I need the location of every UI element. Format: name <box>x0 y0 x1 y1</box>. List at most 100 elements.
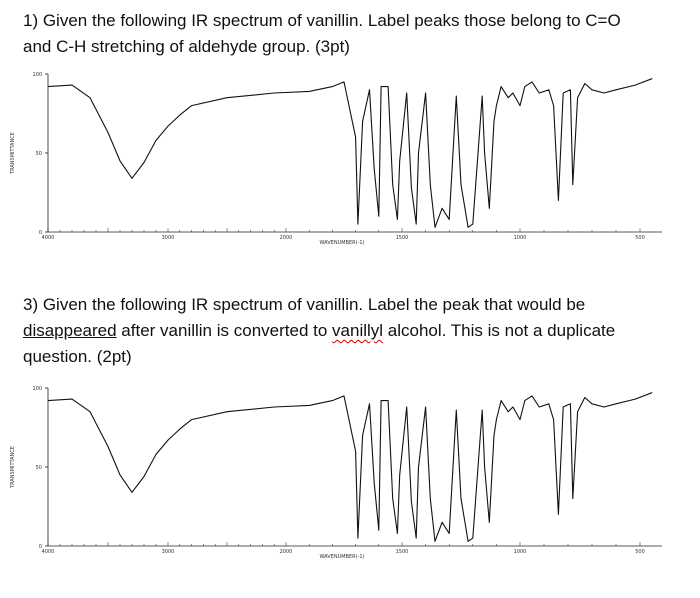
data-point <box>493 121 495 122</box>
data-point <box>119 474 121 476</box>
y-tick-label: 100 <box>32 72 42 78</box>
data-point <box>553 105 554 106</box>
data-point <box>179 428 181 430</box>
data-point <box>548 403 550 405</box>
data-point <box>362 121 363 122</box>
data-point <box>392 184 394 185</box>
data-point <box>562 406 564 408</box>
y-axis-label: TRANSMITTANCE <box>10 446 16 489</box>
data-point <box>455 95 457 97</box>
data-point <box>378 215 380 217</box>
question-1: 1) Given the following IR spectrum of va… <box>23 8 683 60</box>
data-point <box>584 83 586 84</box>
data-point <box>362 435 363 436</box>
data-point <box>615 403 617 405</box>
data-point <box>572 184 574 185</box>
data-point <box>577 411 578 413</box>
data-point <box>558 514 559 515</box>
x-tick-label: 2000 <box>280 235 293 241</box>
ir-spectrum-2: 100 50 0 4000 3000 2000 1500 1000 500 WAVENUMBER(… <box>0 376 700 566</box>
data-point <box>441 207 443 209</box>
data-point <box>179 114 181 116</box>
data-point <box>519 419 521 420</box>
data-point <box>343 395 345 397</box>
x-tick-label: 4000 <box>42 549 55 555</box>
data-point <box>167 125 169 127</box>
data-point <box>418 152 419 154</box>
data-point <box>524 400 526 401</box>
data-point <box>191 419 193 420</box>
data-point <box>373 482 375 484</box>
question-3-line-1: 3) Given the following IR spectrum of va… <box>23 295 586 314</box>
data-point <box>553 419 554 420</box>
data-point <box>512 406 514 408</box>
data-point <box>357 223 359 225</box>
data-point <box>71 84 73 86</box>
x-axis-label: WAVENUMBER(-1) <box>319 554 364 560</box>
data-point <box>481 409 483 411</box>
data-point <box>570 89 571 91</box>
data-point <box>226 411 228 413</box>
spectrum-line <box>47 78 653 228</box>
data-point <box>562 92 564 94</box>
question-3: 3) Given the following IR spectrum of va… <box>23 292 683 370</box>
data-point <box>369 89 370 91</box>
data-point <box>131 491 133 493</box>
data-point <box>411 187 412 189</box>
data-point <box>460 498 462 499</box>
question-1-line-1: 1) Given the following IR spectrum of va… <box>23 11 621 30</box>
data-point <box>399 160 401 162</box>
ir-spectrum-1: 100 50 0 4000 3000 2000 1500 1000 500 WAVENUMBER(… <box>0 62 700 252</box>
data-point <box>406 92 408 94</box>
data-point <box>472 537 474 539</box>
data-point <box>143 476 145 477</box>
data-point <box>380 400 382 401</box>
data-point <box>531 395 533 397</box>
data-point <box>415 537 417 539</box>
data-point <box>453 136 455 138</box>
data-point <box>380 86 382 87</box>
data-point <box>538 92 540 94</box>
data-point <box>488 521 490 523</box>
data-point <box>399 474 401 476</box>
x-tick-label: 500 <box>635 549 645 555</box>
data-point <box>107 132 109 133</box>
data-point <box>332 400 333 401</box>
data-point <box>584 397 586 398</box>
data-point <box>273 92 275 94</box>
data-point <box>47 86 49 87</box>
y-tick-label: 0 <box>39 544 42 550</box>
data-point <box>167 439 169 441</box>
data-point <box>434 226 436 228</box>
question-1-line-2: and C-H stretching of aldehyde group. (3… <box>23 37 350 56</box>
data-point <box>615 89 617 91</box>
data-point <box>131 177 133 179</box>
data-point <box>572 498 574 499</box>
data-point <box>603 92 605 94</box>
data-point <box>507 411 509 413</box>
data-point <box>455 409 457 411</box>
data-point <box>226 97 228 99</box>
data-point <box>484 466 485 468</box>
data-point <box>273 406 275 408</box>
y-tick-label: 50 <box>36 151 42 157</box>
x-tick-label: 3000 <box>162 549 175 555</box>
data-point <box>651 78 653 80</box>
data-point <box>538 406 540 408</box>
data-point <box>453 450 455 452</box>
data-point <box>107 446 109 447</box>
data-point <box>460 184 462 185</box>
x-tick-label: 3000 <box>162 235 175 241</box>
data-point <box>355 450 356 452</box>
data-point <box>603 406 605 408</box>
data-point <box>378 529 380 531</box>
data-point <box>531 81 533 83</box>
data-point <box>155 140 157 141</box>
data-point <box>448 533 450 534</box>
x-tick-label: 1500 <box>396 235 409 241</box>
data-point <box>429 184 431 185</box>
data-point <box>500 86 502 87</box>
data-point <box>143 162 145 163</box>
